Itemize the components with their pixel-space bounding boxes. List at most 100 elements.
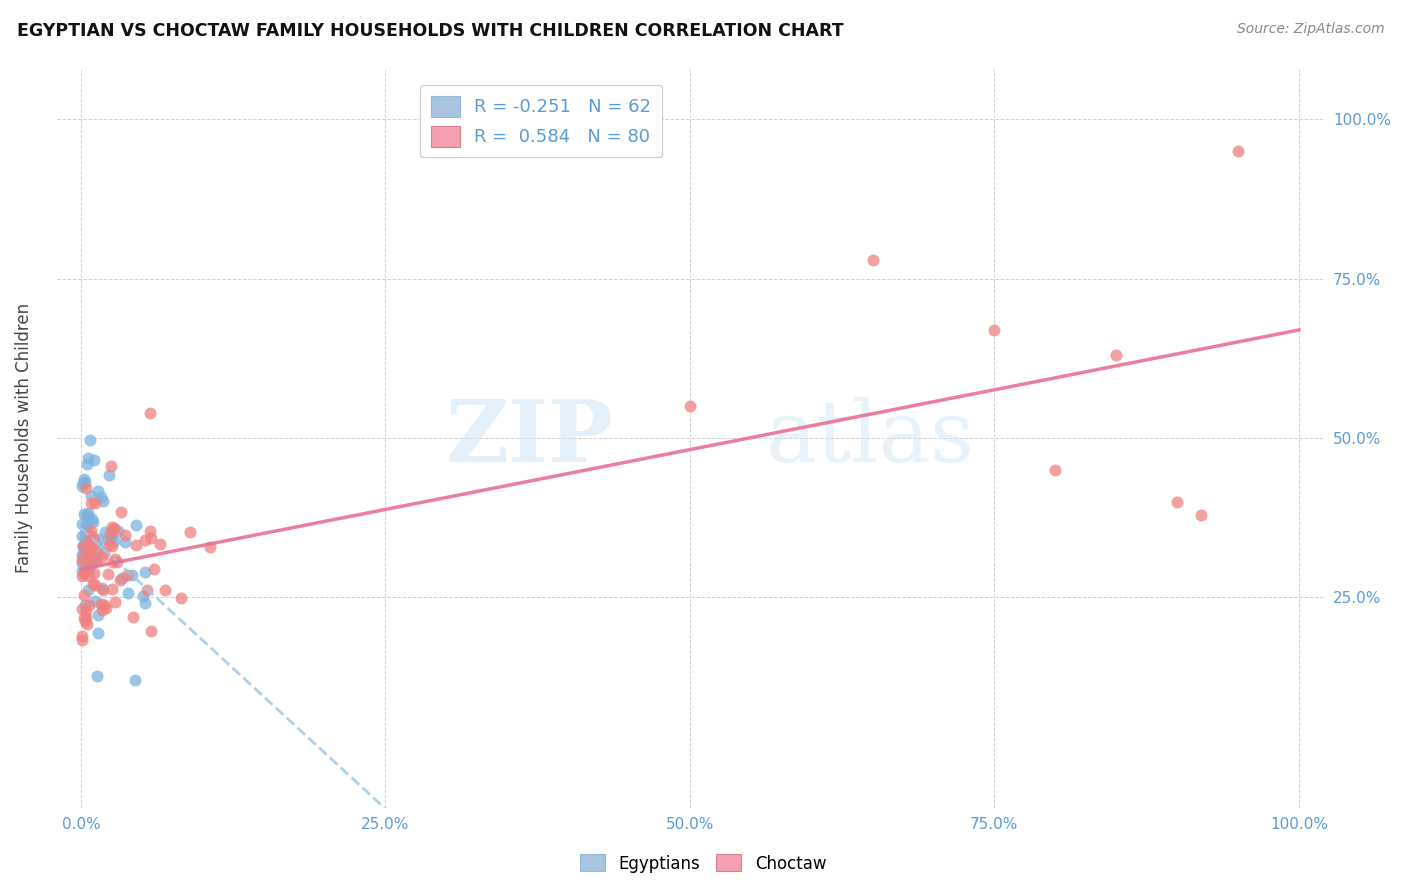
Point <box>97 533 120 547</box>
Point <box>103 534 125 549</box>
Point <box>80 496 103 510</box>
Point <box>91 582 114 596</box>
Point <box>70 568 93 582</box>
Point <box>101 555 124 569</box>
Legend: Egyptians, Choctaw: Egyptians, Choctaw <box>574 847 832 880</box>
Point <box>73 589 96 603</box>
Point <box>83 549 105 564</box>
Y-axis label: Family Households with Children: Family Households with Children <box>15 303 32 574</box>
Point <box>76 451 98 466</box>
Point <box>73 472 96 486</box>
Point <box>107 524 129 538</box>
Point <box>70 556 93 570</box>
Point <box>679 399 702 413</box>
Text: Source: ZipAtlas.com: Source: ZipAtlas.com <box>1237 22 1385 37</box>
Point <box>83 496 105 510</box>
Point <box>121 568 143 582</box>
Point <box>75 611 97 625</box>
Point <box>110 573 132 587</box>
Point <box>983 323 1005 337</box>
Point <box>75 475 97 489</box>
Point <box>198 541 221 555</box>
Point <box>86 608 108 623</box>
Point <box>134 533 156 548</box>
Point <box>105 555 128 569</box>
Point <box>77 507 100 521</box>
Point <box>98 527 121 541</box>
Point <box>124 673 146 687</box>
Point <box>87 532 110 546</box>
Point <box>125 539 148 553</box>
Point <box>80 556 103 570</box>
Point <box>100 540 122 554</box>
Point <box>73 539 96 553</box>
Point <box>149 537 172 551</box>
Point <box>142 561 165 575</box>
Point <box>125 518 148 533</box>
Point <box>1191 508 1213 522</box>
Point <box>139 524 162 538</box>
Point <box>111 571 134 585</box>
Point <box>134 596 156 610</box>
Point <box>75 564 97 578</box>
Point <box>76 457 98 471</box>
Point <box>114 535 136 549</box>
Point <box>70 553 93 567</box>
Point <box>170 591 193 605</box>
Point <box>103 523 125 537</box>
Point <box>73 533 96 548</box>
Point <box>79 527 101 541</box>
Point <box>80 489 103 503</box>
Point <box>73 614 96 628</box>
Point <box>70 548 93 562</box>
Point <box>70 602 93 616</box>
Point <box>98 538 121 552</box>
Point <box>83 453 105 467</box>
Point <box>73 611 96 625</box>
Point <box>100 520 122 534</box>
Point <box>179 524 201 539</box>
Point <box>1227 145 1250 159</box>
Point <box>72 540 94 554</box>
Point <box>76 582 98 597</box>
Point <box>79 561 101 575</box>
Point <box>84 578 107 592</box>
Point <box>91 582 114 597</box>
Point <box>79 556 101 570</box>
Point <box>1105 348 1128 362</box>
Point <box>84 554 107 568</box>
Text: ZIP: ZIP <box>446 396 614 480</box>
Point <box>86 669 108 683</box>
Point <box>70 479 93 493</box>
Point <box>117 585 139 599</box>
Point <box>82 512 104 526</box>
Point <box>141 531 163 545</box>
Point <box>73 550 96 565</box>
Point <box>104 594 127 608</box>
Point <box>86 626 108 640</box>
Point <box>1045 463 1067 477</box>
Point <box>83 566 105 580</box>
Point <box>73 599 96 613</box>
Point <box>100 459 122 474</box>
Point <box>93 545 115 559</box>
Point <box>83 543 105 558</box>
Point <box>79 544 101 558</box>
Point <box>77 536 100 550</box>
Point <box>139 406 162 420</box>
Legend: R = -0.251   N = 62, R =  0.584   N = 80: R = -0.251 N = 62, R = 0.584 N = 80 <box>420 85 662 157</box>
Point <box>93 598 115 612</box>
Point <box>73 525 96 540</box>
Point <box>70 564 93 578</box>
Point <box>70 529 93 543</box>
Point <box>84 552 107 566</box>
Point <box>862 252 884 267</box>
Point <box>75 482 97 496</box>
Point <box>83 594 105 608</box>
Point <box>76 562 98 576</box>
Point <box>82 576 104 591</box>
Point <box>90 597 112 611</box>
Point <box>73 507 96 521</box>
Point <box>94 600 117 615</box>
Point <box>76 508 98 522</box>
